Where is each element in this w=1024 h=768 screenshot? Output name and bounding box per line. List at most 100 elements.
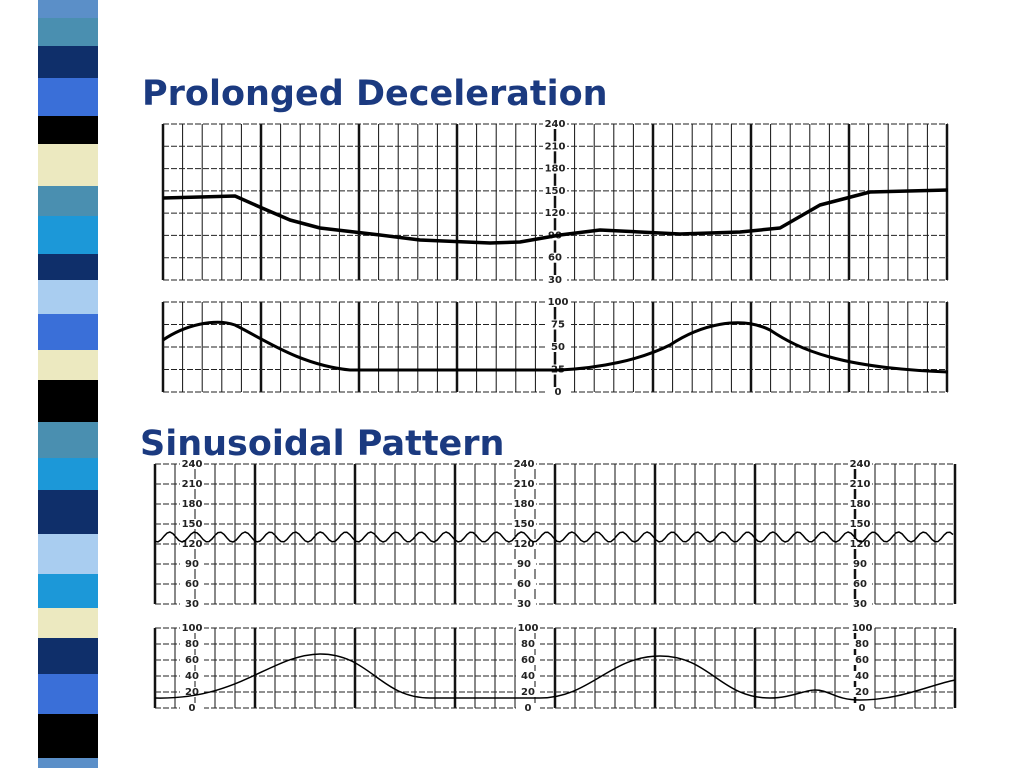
scale-label-bg (512, 479, 536, 489)
scale-label-bg (543, 185, 567, 196)
scale-label-bg (180, 599, 204, 609)
scale-label: 90 (185, 559, 199, 570)
scale-label-bg (848, 559, 872, 569)
scale-label: 180 (545, 164, 566, 175)
scale-label-bg (850, 623, 874, 633)
scale-label-bg (546, 342, 570, 352)
scale-label: 180 (182, 499, 203, 510)
scale-label-bg (848, 519, 872, 529)
scale-label: 240 (850, 459, 871, 470)
scale-label: 180 (514, 499, 535, 510)
scale-label: 120 (514, 539, 535, 550)
scale-label-bg (180, 671, 204, 681)
decorative-stripe (38, 0, 98, 768)
scale-label-bg (516, 623, 540, 633)
scale-label-bg (180, 639, 204, 649)
scale-label: 100 (182, 623, 203, 634)
scale-label: 75 (551, 320, 565, 331)
scale-label: 120 (182, 539, 203, 550)
scale-label-bg (543, 141, 567, 152)
scale-label-bg (850, 687, 874, 697)
scale-label: 30 (185, 599, 199, 610)
scale-label-bg (543, 208, 567, 219)
scale-label-bg (180, 559, 204, 569)
scale-label: 40 (855, 671, 869, 682)
scale-label: 60 (185, 579, 199, 590)
scale-label: 150 (850, 519, 871, 530)
scale-label-bg (180, 539, 204, 549)
scale-label-bg (543, 163, 567, 174)
scale-label-bg (180, 687, 204, 697)
scale-label: 30 (853, 599, 867, 610)
scale-label-bg (848, 459, 872, 469)
scale-label: 210 (545, 141, 566, 152)
stripe-block (38, 280, 98, 314)
scale-label: 20 (185, 687, 199, 698)
trace (162, 320, 949, 374)
scale-label: 60 (521, 655, 535, 666)
scale-label: 80 (855, 639, 869, 650)
scale-label-bg (848, 539, 872, 549)
scale-label: 120 (850, 539, 871, 550)
scale-label-bg (512, 519, 536, 529)
stripe-block (38, 534, 98, 574)
scale-label-bg (516, 687, 540, 697)
scale-label: 60 (853, 579, 867, 590)
scale-label-bg (848, 479, 872, 489)
scale-label: 60 (517, 579, 531, 590)
scale-label: 20 (855, 687, 869, 698)
scale-label-bg (180, 459, 204, 469)
scale-label-bg (543, 252, 567, 263)
scale-label-bg (543, 119, 567, 129)
stripe-block (38, 254, 98, 280)
scale-label: 80 (521, 639, 535, 650)
scale-label: 60 (855, 655, 869, 666)
scale-label-bg (512, 559, 536, 569)
scale-label: 90 (517, 559, 531, 570)
scale-label-bg (512, 499, 536, 509)
stripe-block (38, 608, 98, 638)
stripe-block (38, 186, 98, 216)
stripe-block (38, 758, 98, 768)
scale-label: 150 (545, 186, 566, 197)
scale-label: 100 (548, 297, 569, 308)
scale-label-bg (512, 459, 536, 469)
scale-label: 0 (525, 703, 532, 714)
scale-label-bg (180, 579, 204, 589)
scale-label-bg (850, 671, 874, 681)
scale-label-bg (516, 655, 540, 665)
stripe-block (38, 0, 98, 18)
scale-label: 80 (185, 639, 199, 650)
scale-label: 0 (859, 703, 866, 714)
scale-label-bg (848, 579, 872, 589)
scale-label-bg (848, 499, 872, 509)
scale-label: 90 (853, 559, 867, 570)
scale-label-bg (180, 623, 204, 633)
stripe-block (38, 78, 98, 116)
scale-label-bg (512, 539, 536, 549)
scale-label-bg (516, 671, 540, 681)
scale-label-bg (512, 579, 536, 589)
trace (154, 531, 954, 543)
scale-label-bg (512, 599, 536, 609)
trace (154, 653, 956, 701)
stripe-block (38, 46, 98, 78)
heading: Prolonged Deceleration (142, 74, 608, 114)
scale-label: 40 (521, 671, 535, 682)
scale-label-bg (546, 387, 570, 397)
scale-label-bg (180, 479, 204, 489)
trace (162, 188, 949, 245)
scale-label-bg (543, 275, 567, 285)
scale-label: 30 (517, 599, 531, 610)
scale-label: 20 (521, 687, 535, 698)
scale-label-bg (546, 297, 570, 307)
stripe-block (38, 638, 98, 674)
scale-label-bg (180, 499, 204, 509)
tracing-strip: 100 100 100 80 80 80 60 60 60 40 40 40 20 20 20 0 0 0 (153, 623, 957, 714)
scale-label-bg (848, 599, 872, 609)
scale-label: 60 (548, 253, 562, 264)
scale-label-bg (180, 519, 204, 529)
scale-label-bg (516, 639, 540, 649)
